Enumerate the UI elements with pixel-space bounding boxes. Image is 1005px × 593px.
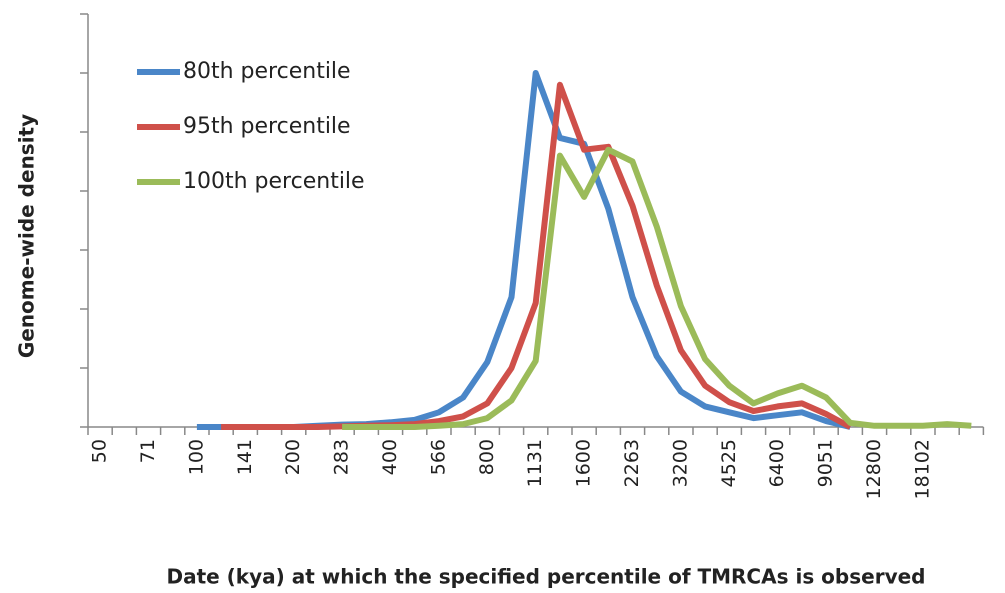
- legend-label: 95th percentile: [183, 114, 351, 139]
- data-line: [342, 146, 972, 430]
- x-tick-label: 12800: [863, 439, 885, 499]
- x-tick-label: 1131: [524, 439, 546, 487]
- x-tick-label: 200: [282, 439, 304, 475]
- x-tick-label: 1600: [573, 439, 595, 487]
- x-tick-label: 3200: [669, 439, 691, 487]
- x-tick-label: 4525: [718, 439, 740, 487]
- x-tick-label: 2263: [621, 439, 643, 487]
- x-tick-label: 800: [476, 439, 498, 475]
- data-line: [221, 81, 852, 430]
- x-tick-label: 50: [89, 439, 111, 463]
- x-tick-label: 141: [234, 439, 256, 475]
- x-tick-label: 400: [379, 439, 401, 475]
- x-axis-title: Date (kya) at which the specified percen…: [166, 565, 925, 589]
- legend-label: 80th percentile: [183, 59, 351, 84]
- x-tick-label: 6400: [766, 439, 788, 487]
- x-tick-label: 18102: [911, 439, 933, 499]
- legend-label: 100th percentile: [183, 169, 365, 194]
- x-tick-label: 566: [427, 439, 449, 475]
- x-tick-label: 283: [331, 439, 353, 475]
- x-tick-label: 71: [137, 439, 159, 463]
- y-axis-title: Genome-wide density: [15, 114, 39, 358]
- x-tick-label: 100: [185, 439, 207, 475]
- x-tick-label: 9051: [815, 439, 837, 487]
